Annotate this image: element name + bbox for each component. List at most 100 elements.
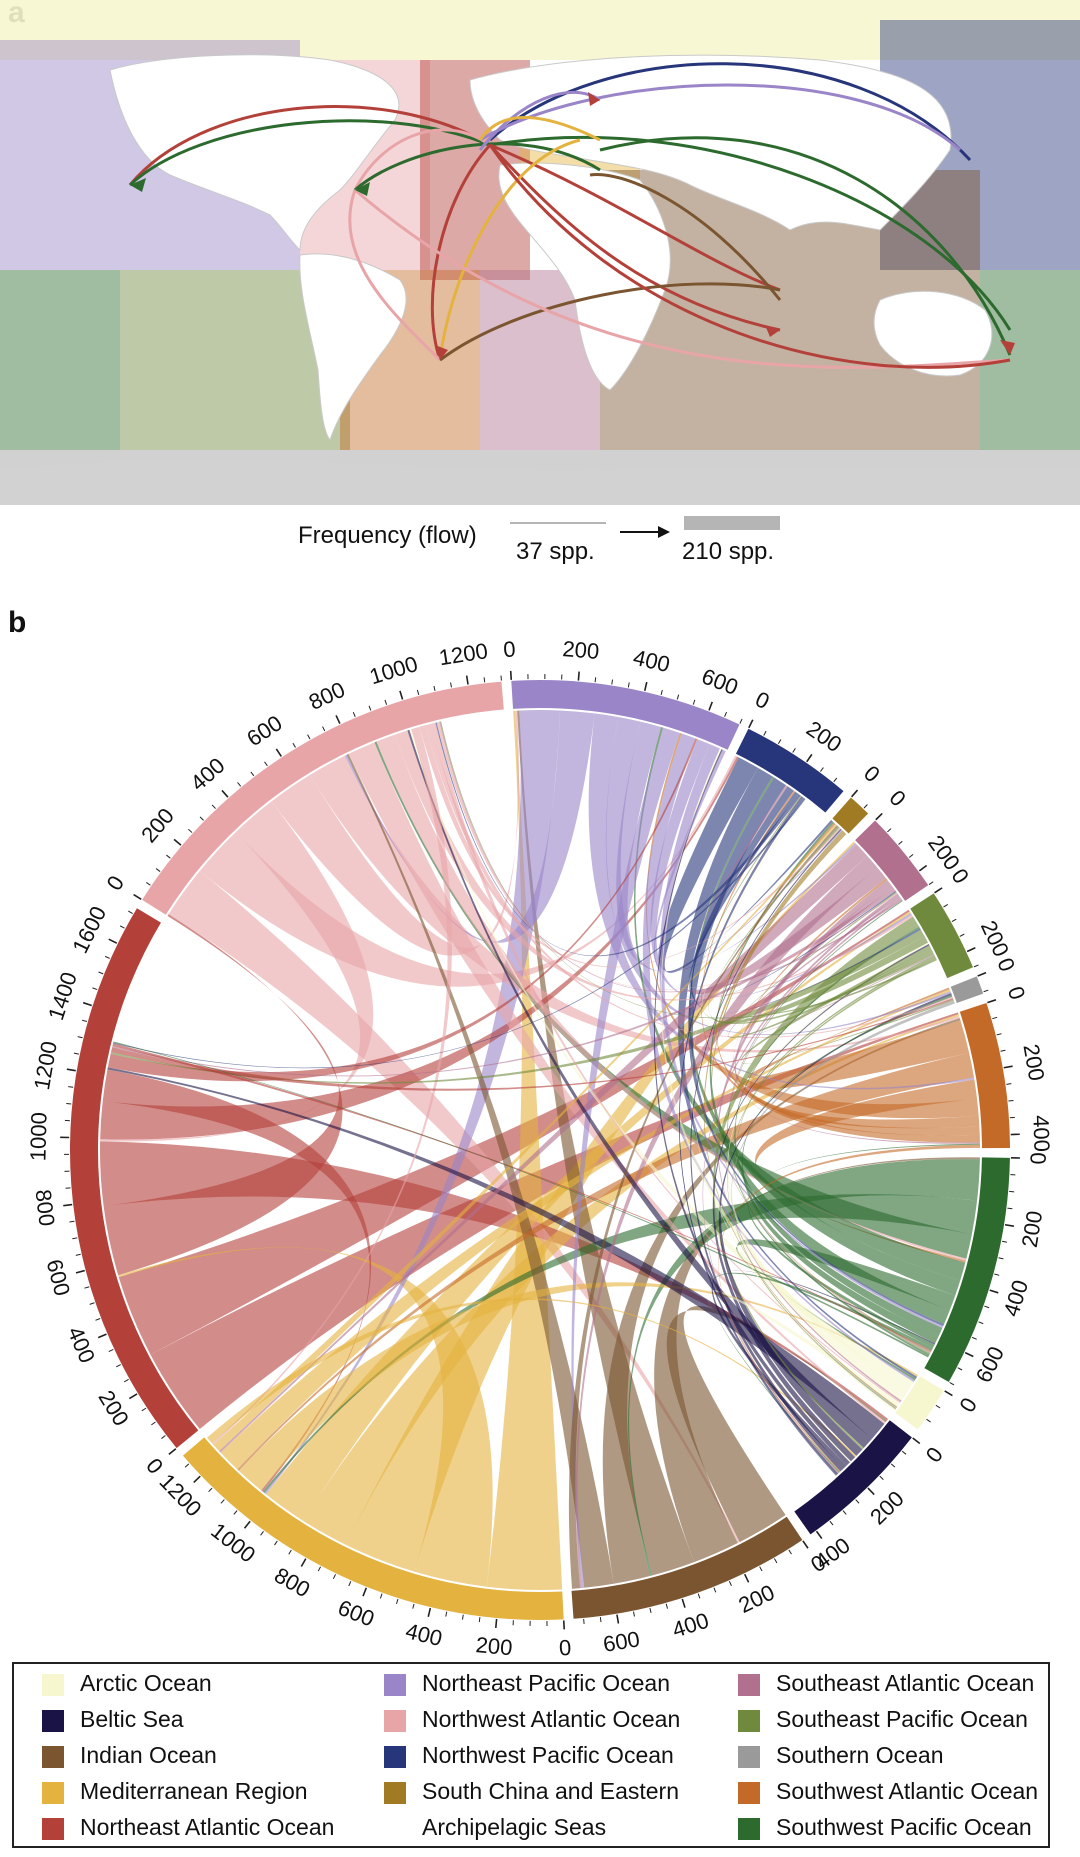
chord-tick (1001, 1240, 1008, 1243)
chord-tick (260, 1531, 264, 1536)
flow-legend-thin-line (510, 522, 606, 524)
chord-tick (81, 1019, 87, 1023)
chord-tick (288, 1549, 292, 1555)
chord-tick (996, 1033, 1002, 1036)
chord-tick (155, 868, 161, 872)
chord-tick (108, 938, 118, 944)
chord-tick (465, 675, 469, 685)
chord-segment (794, 1420, 912, 1535)
chord-tick (777, 739, 782, 745)
chord-tick (362, 1587, 368, 1597)
world-flow-map (0, 0, 1080, 505)
chord-tick (445, 1611, 448, 1617)
chord-tick (875, 812, 883, 821)
chord-tick (901, 1450, 907, 1455)
legend-swatch (738, 1674, 760, 1696)
chord-tick (199, 816, 204, 821)
chord-tick-label: 0 (1026, 1152, 1051, 1165)
chord-segment (70, 908, 199, 1449)
chord-link (346, 753, 614, 1588)
flow-legend-arrow (620, 531, 660, 533)
chord-tick (1008, 1100, 1014, 1102)
chord-tick (332, 1574, 336, 1580)
chord-tick-label: 0 (1003, 983, 1031, 1002)
chord-tick (95, 1318, 101, 1321)
chord-tick (274, 1540, 278, 1546)
chord-tick (763, 730, 767, 736)
arrowhead (588, 92, 600, 106)
chord-tick-label: 800 (31, 1188, 60, 1227)
chord-tick (72, 1237, 78, 1240)
chord-segment (511, 680, 740, 750)
chord-tick (368, 705, 372, 711)
flow-legend-arrowhead (658, 526, 670, 538)
chord-tick (994, 1273, 1000, 1276)
chord-link (348, 742, 886, 1424)
flow-arrow (589, 172, 782, 301)
chord-tick-label: 200 (136, 803, 179, 847)
region-legend: Arctic Ocean Beltic Sea Indian Ocean Med… (12, 1662, 1050, 1848)
chord-tick-label: 200 (1018, 1042, 1049, 1083)
chord-tick (833, 777, 838, 783)
arrowhead (355, 182, 370, 196)
chord-tick (300, 1558, 307, 1567)
chord-tick (616, 1614, 620, 1624)
arrowhead (130, 178, 146, 192)
chord-tick-label: 400 (998, 1277, 1033, 1319)
chord-link (150, 1012, 959, 1430)
chord-link (344, 710, 595, 943)
chord-tick (577, 671, 580, 681)
chord-segment (895, 1376, 944, 1430)
chord-tick (692, 699, 696, 705)
chord-tick (978, 1321, 984, 1325)
chord-tick (243, 1520, 251, 1529)
chord-tick (594, 677, 597, 683)
chord-tick (926, 1418, 931, 1423)
chord-tick (352, 711, 356, 717)
chord-tick-label: 1400 (43, 969, 82, 1023)
chord-tick (161, 1435, 166, 1439)
chord-tick (233, 1510, 238, 1515)
chord-tick (743, 1573, 750, 1583)
chord-tick (211, 804, 216, 809)
legend-swatch (42, 1782, 64, 1804)
chord-tick-label: 200 (1017, 1209, 1048, 1249)
flow-arrow (489, 135, 1012, 331)
chord-tick (133, 893, 142, 901)
chord-tick (98, 971, 104, 975)
chord-tick-label: 200 (976, 917, 1014, 961)
chord-tick (759, 1566, 763, 1572)
chord-tick (977, 971, 987, 977)
chord-links (100, 710, 980, 1590)
chord-tick (66, 1068, 76, 1072)
chord-tick (855, 1499, 860, 1504)
chord-tick (264, 761, 268, 767)
chord-link (712, 916, 920, 1450)
legend-swatch (384, 1710, 406, 1732)
chord-link (747, 987, 970, 1090)
chord-segment (950, 976, 984, 1003)
chord-tick (998, 1257, 1004, 1260)
chord-tick (63, 1203, 73, 1207)
chord-tick (119, 925, 125, 929)
arrowhead (1000, 340, 1015, 355)
chord-tick-label: 400 (631, 645, 672, 678)
chord-link (118, 909, 910, 1355)
chord-tick (461, 1614, 464, 1620)
chord-tick-label: 0 (101, 871, 129, 895)
chord-tick (220, 1499, 225, 1504)
chord-link (219, 844, 868, 1453)
chord-tick (275, 748, 282, 757)
legend-swatch (738, 1782, 760, 1804)
chord-tick (384, 699, 388, 705)
chord-segments (70, 680, 1010, 1620)
chord-tick (193, 1475, 201, 1484)
chord-tick (151, 1421, 156, 1426)
chord-tick (292, 742, 296, 748)
chord-link (602, 1018, 961, 1584)
chord-tick (82, 1001, 92, 1007)
arrowhead (435, 345, 448, 360)
chord-tick (97, 1333, 107, 1339)
chord-tick-label: 800 (305, 677, 349, 715)
chord-tick-label: 200 (93, 1386, 133, 1430)
